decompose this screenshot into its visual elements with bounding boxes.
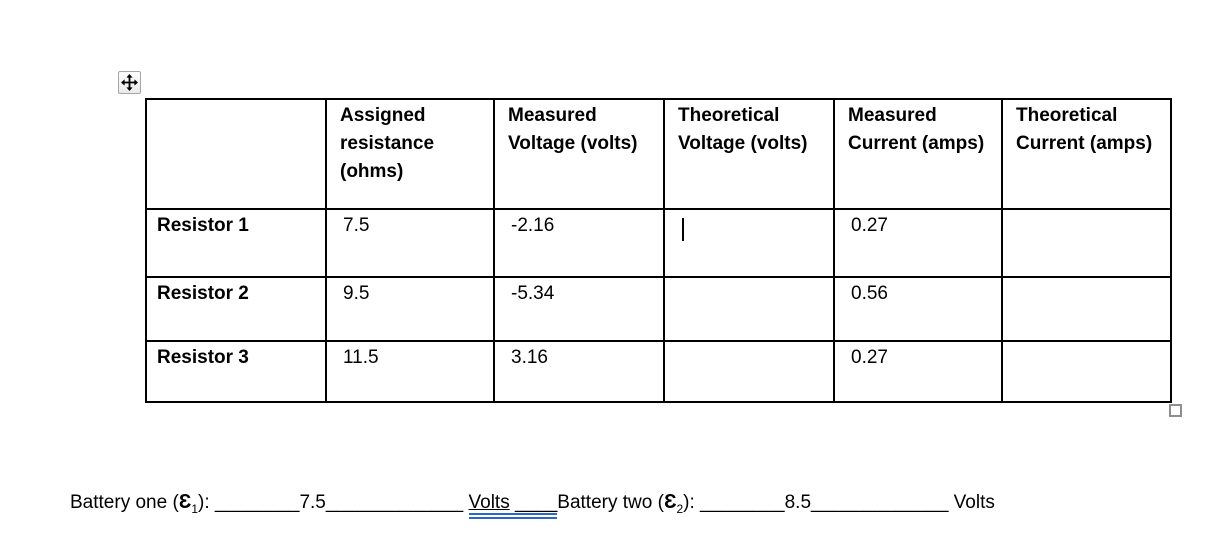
header-measured-current[interactable]: Measured Current (amps) <box>833 98 1003 210</box>
header-assigned-resistance[interactable]: Assigned resistance (ohms) <box>325 98 495 210</box>
cell-measured-current-resistor-3[interactable]: 0.27 <box>833 340 1003 403</box>
battery-one-blank-before[interactable]: ________ <box>214 492 300 513</box>
battery-one-label: Battery one ( <box>70 492 179 513</box>
text-cursor <box>682 218 684 241</box>
epsilon-1-symbol: Ɛ <box>178 491 192 513</box>
cell-measured-voltage-resistor-2[interactable]: -5.34 <box>493 276 665 342</box>
battery-two-label: Battery two ( <box>557 492 664 513</box>
cell-assigned-resistance-resistor-3[interactable]: 11.5 <box>325 340 495 403</box>
table-move-handle[interactable] <box>118 71 141 94</box>
battery-two-unit: Volts <box>953 492 995 513</box>
gap-blank[interactable]: ____ <box>515 492 558 513</box>
cell-theoretical-current-resistor-2[interactable] <box>1001 276 1172 342</box>
table-row-resistor-1: Resistor 1 7.5 -2.16 0.27 <box>145 208 1172 278</box>
table-resize-handle[interactable] <box>1169 404 1182 417</box>
table-row-resistor-3: Resistor 3 11.5 3.16 0.27 <box>145 340 1172 403</box>
cell-measured-current-resistor-1[interactable]: 0.27 <box>833 208 1003 278</box>
cell-measured-voltage-resistor-1[interactable]: -2.16 <box>493 208 665 278</box>
epsilon-2-subscript: 2 <box>676 501 684 516</box>
header-row: Assigned resistance (ohms) Measured Volt… <box>145 98 1172 210</box>
battery-one-blank-after[interactable]: _____________ <box>325 492 464 513</box>
battery-two-blank-after[interactable]: _____________ <box>811 492 949 513</box>
cell-theoretical-voltage-resistor-3[interactable] <box>663 340 835 403</box>
cell-measured-current-resistor-2[interactable]: 0.56 <box>833 276 1003 342</box>
suggestion-underline-segment[interactable]: Volts ____ <box>468 492 558 519</box>
cell-theoretical-voltage-resistor-1[interactable] <box>663 208 835 278</box>
header-measured-voltage[interactable]: Measured Voltage (volts) <box>493 98 665 210</box>
cell-theoretical-voltage-resistor-2[interactable] <box>663 276 835 342</box>
battery-two-colon: ): <box>683 492 701 513</box>
battery-two-value[interactable]: 8.5 <box>784 492 812 513</box>
epsilon-1-subscript: 1 <box>191 501 198 516</box>
battery-one-unit: Volts <box>468 492 510 513</box>
cell-theoretical-current-resistor-1[interactable] <box>1001 208 1172 278</box>
epsilon-2-symbol: Ɛ <box>663 491 677 513</box>
cell-theoretical-current-resistor-3[interactable] <box>1001 340 1172 403</box>
header-empty-cell[interactable] <box>145 98 327 210</box>
battery-two-blank-before[interactable]: ________ <box>700 492 785 513</box>
row-label-resistor-1[interactable]: Resistor 1 <box>145 208 327 278</box>
lab-data-table: Assigned resistance (ohms) Measured Volt… <box>145 98 1172 403</box>
cell-measured-voltage-resistor-3[interactable]: 3.16 <box>493 340 665 403</box>
battery-one-colon: ): <box>198 492 215 513</box>
row-label-resistor-2[interactable]: Resistor 2 <box>145 276 327 342</box>
battery-one-value[interactable]: 7.5 <box>299 492 326 513</box>
battery-emf-line[interactable]: Battery one (Ɛ1): ________7.5___________… <box>70 489 995 522</box>
table-row-resistor-2: Resistor 2 9.5 -5.34 0.56 <box>145 276 1172 342</box>
cell-assigned-resistance-resistor-1[interactable]: 7.5 <box>325 208 495 278</box>
move-icon <box>121 74 138 91</box>
cell-assigned-resistance-resistor-2[interactable]: 9.5 <box>325 276 495 342</box>
header-theoretical-voltage[interactable]: Theoretical Voltage (volts) <box>663 98 835 210</box>
header-theoretical-current[interactable]: Theoretical Current (amps) <box>1001 98 1172 210</box>
row-label-resistor-3[interactable]: Resistor 3 <box>145 340 327 403</box>
